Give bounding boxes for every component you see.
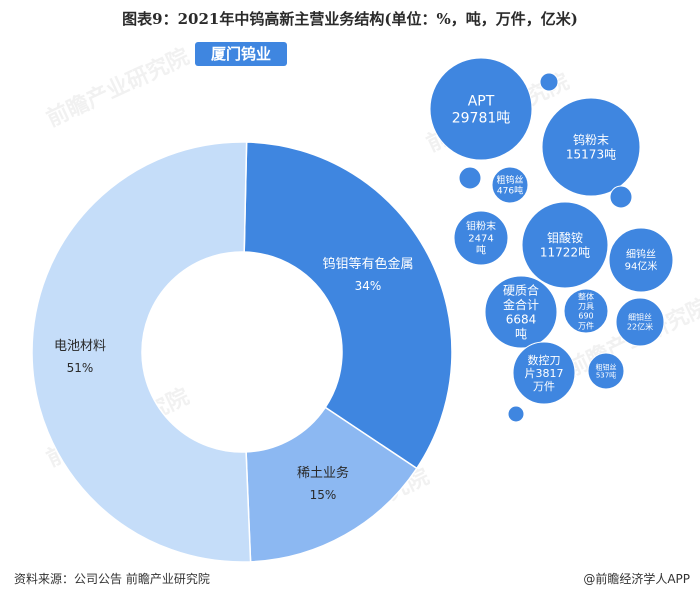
bubble-label: 粗钨丝 476吨 xyxy=(496,174,523,197)
bubble xyxy=(587,352,625,390)
bubble xyxy=(507,405,525,423)
slice-value-label: 34% xyxy=(355,279,382,293)
bubble-label: 钼粉末 2474 吨 xyxy=(466,220,496,257)
bubble-label: APT 29781吨 xyxy=(452,94,511,127)
bubble-label: 细钼丝 22亿米 xyxy=(627,312,653,332)
bubble-label: 数控刀片3817 万件 xyxy=(525,353,564,393)
brand-note: @前瞻经济学人APP xyxy=(583,572,690,586)
source-note: 资料来源：公司公告 前瞻产业研究院 xyxy=(14,572,210,586)
bubble xyxy=(563,288,609,334)
slice-label: 电池材料 xyxy=(54,339,106,354)
slice-label: 钨钼等有色金属 xyxy=(322,256,413,272)
bubble xyxy=(615,297,665,347)
bubble xyxy=(521,201,609,289)
bubble xyxy=(539,72,559,92)
bubble xyxy=(609,185,633,209)
bubble xyxy=(608,227,674,293)
bubble-label: 硬质合金合计 6684 吨 xyxy=(503,283,539,341)
bubble xyxy=(458,166,482,190)
slice-value-label: 51% xyxy=(67,361,94,375)
pie-slice xyxy=(243,141,453,470)
pie-slice xyxy=(245,406,418,563)
slice-value-label: 15% xyxy=(310,488,337,502)
bubble-label: 钨粉末 15173吨 xyxy=(566,132,616,161)
bubble xyxy=(491,166,529,204)
bubble xyxy=(484,275,558,349)
bubble xyxy=(453,210,509,266)
bubble xyxy=(541,97,641,197)
slice-label: 稀土业务 xyxy=(297,465,349,481)
bubble-label: 细钨丝 94亿米 xyxy=(625,248,658,273)
chart-title: 图表9：2021年中钨高新主营业务结构(单位：%，吨，万件，亿米) xyxy=(122,10,578,28)
company-badge: 厦门钨业 xyxy=(195,42,287,66)
bubble-label: 粗钼丝 537吨 xyxy=(596,362,617,379)
bubble-label: 整体刀具 690 万件 xyxy=(578,291,594,330)
bubble-label: 钼酸铵 11722吨 xyxy=(540,230,590,259)
pie-slice xyxy=(31,141,252,563)
bubble xyxy=(429,57,533,161)
bubble xyxy=(512,341,576,405)
